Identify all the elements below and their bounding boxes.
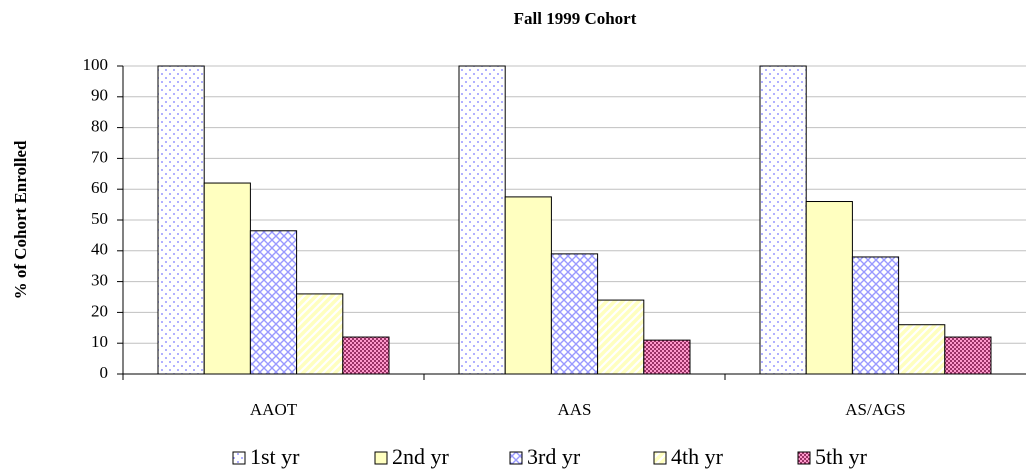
bar xyxy=(643,339,691,375)
x-tick-label: AAOT xyxy=(250,400,298,419)
legend-label: 5th yr xyxy=(815,444,868,469)
y-tick-label: 50 xyxy=(91,209,108,228)
legend-swatch xyxy=(374,451,388,465)
y-tick-label: 0 xyxy=(100,363,109,382)
legend-label: 2nd yr xyxy=(392,444,450,469)
y-tick-label: 30 xyxy=(91,271,108,290)
y-tick-label: 70 xyxy=(91,147,108,166)
y-tick-label: 10 xyxy=(91,332,108,351)
legend-label: 3rd yr xyxy=(527,444,581,469)
bar xyxy=(851,256,900,375)
y-axis-label: % of Cohort Enrolled xyxy=(11,140,30,299)
y-tick-label: 40 xyxy=(91,240,108,259)
legend-swatch xyxy=(797,451,811,465)
y-tick-label: 80 xyxy=(91,117,108,136)
legend-swatch xyxy=(509,451,523,465)
x-tick-label: AAS xyxy=(557,400,591,419)
bar xyxy=(759,65,807,375)
chart-title: Fall 1999 Cohort xyxy=(514,9,637,28)
bar xyxy=(249,230,298,375)
bar xyxy=(805,201,853,375)
legend-label: 1st yr xyxy=(250,444,300,469)
legend-label: 4th yr xyxy=(671,444,724,469)
bar xyxy=(898,324,946,375)
y-tick-label: 100 xyxy=(83,55,109,74)
bar xyxy=(296,293,344,375)
legend-swatch xyxy=(232,451,246,465)
y-tick-label: 60 xyxy=(91,178,108,197)
bar xyxy=(504,196,552,375)
bar xyxy=(157,65,205,375)
y-tick-label: 90 xyxy=(91,86,108,105)
bar xyxy=(342,336,390,375)
bar xyxy=(944,336,992,375)
legend-swatch xyxy=(653,451,667,465)
bar xyxy=(597,299,645,375)
bar xyxy=(458,65,506,375)
x-tick-label: AS/AGS xyxy=(845,400,905,419)
bar xyxy=(550,253,599,375)
bar xyxy=(203,182,251,375)
y-tick-label: 20 xyxy=(91,301,108,320)
